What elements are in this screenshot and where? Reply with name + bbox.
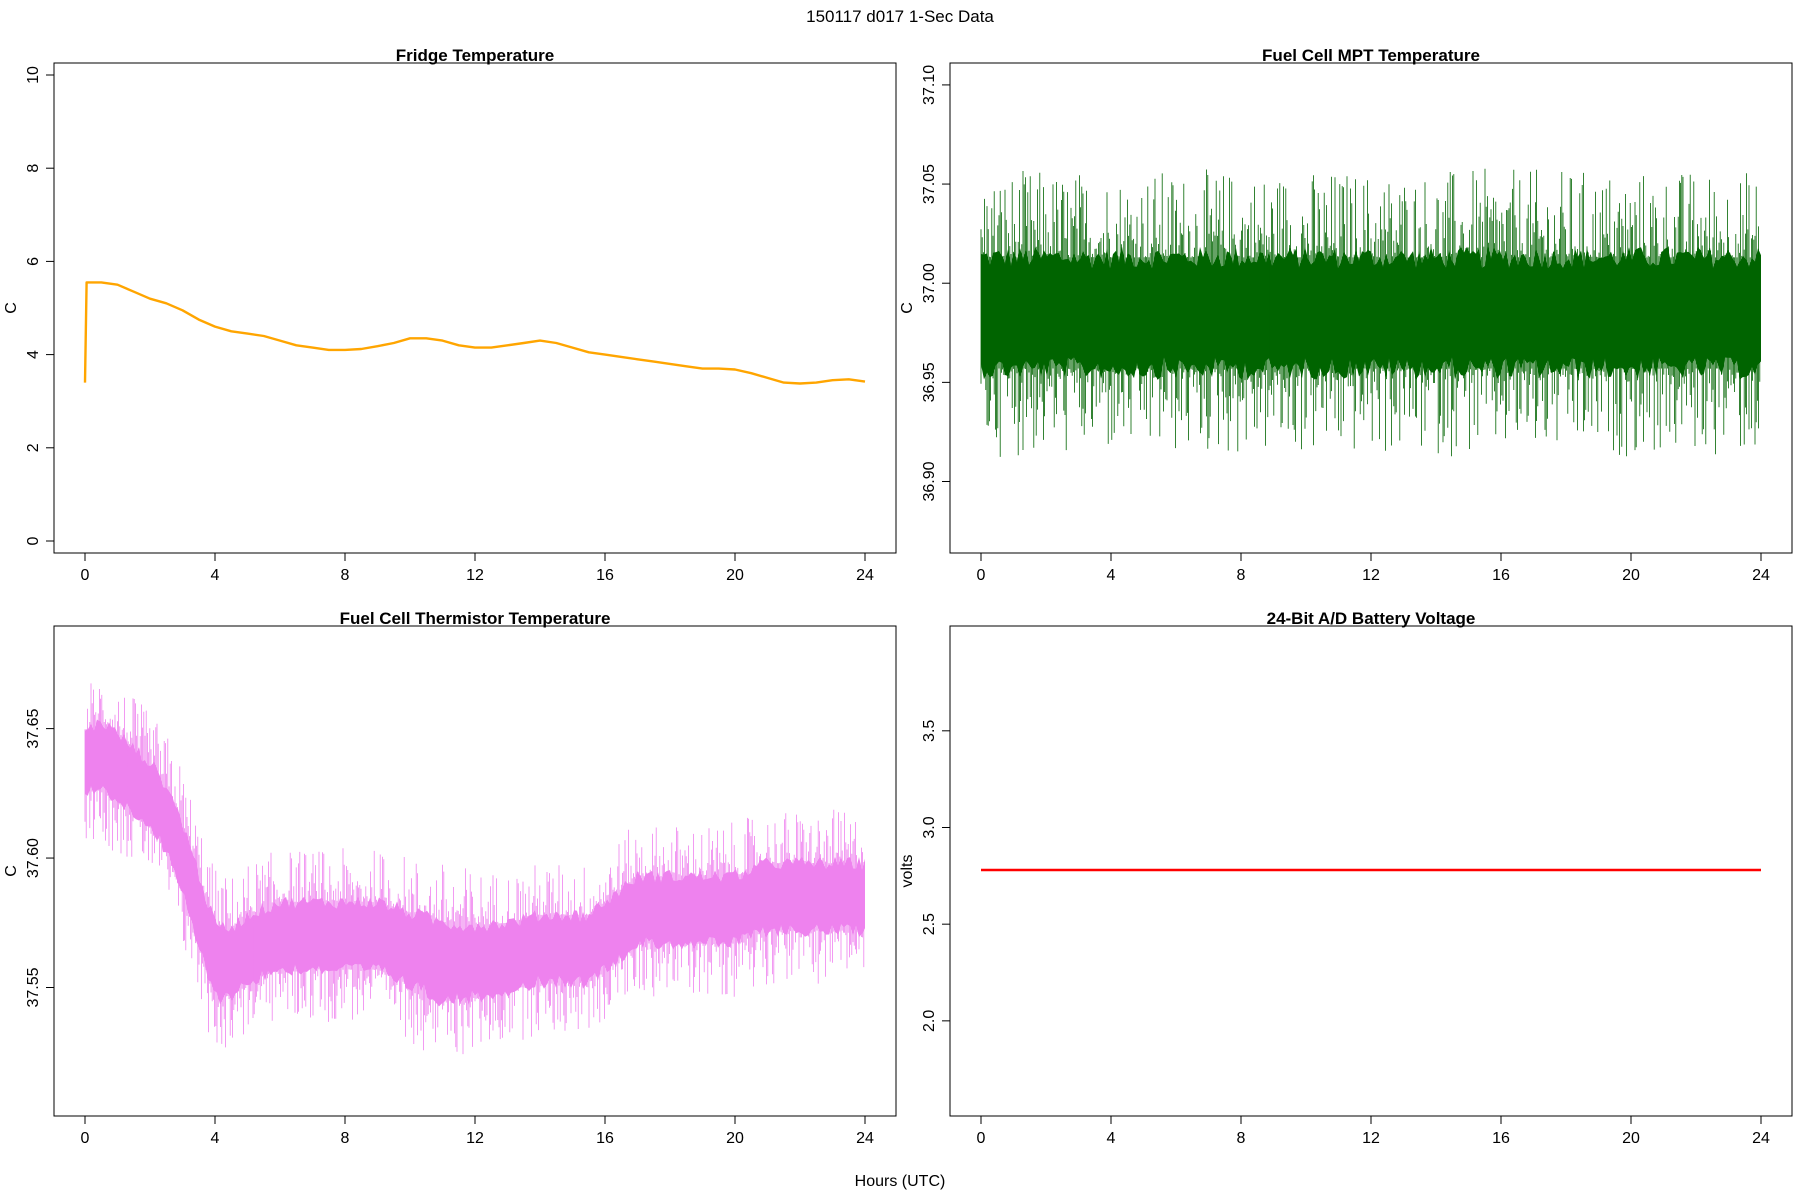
y-tick-label: 2.5 <box>921 913 938 935</box>
y-tick-label: 3.0 <box>921 816 938 838</box>
panel-3: Fuel Cell Thermistor Temperature C 0 4 8 12 16… <box>3 609 897 1147</box>
x-tick-label: 20 <box>726 567 744 584</box>
x-tick-label: 24 <box>856 567 874 584</box>
y-tick-label: 36.90 <box>921 461 938 501</box>
y-tick-label: 6 <box>25 257 42 266</box>
y-tick-label: 37.65 <box>25 708 42 748</box>
x-tick-label: 4 <box>1107 567 1116 584</box>
x-tick-label: 4 <box>211 1130 220 1147</box>
y-tick-label: 37.60 <box>25 838 42 878</box>
x-tick-label: 0 <box>977 567 986 584</box>
y-tick-label: 37.05 <box>921 164 938 204</box>
x-tick-label: 12 <box>466 567 484 584</box>
noise-spikes <box>84 683 865 1055</box>
y-axis-label: volts <box>899 855 916 888</box>
y-tick-label: 2.0 <box>921 1010 938 1032</box>
y-tick-label: 37.55 <box>25 967 42 1007</box>
panel-title: Fuel Cell Thermistor Temperature <box>340 609 611 628</box>
figure-x-axis-label: Hours (UTC) <box>855 1173 946 1190</box>
noise-band <box>84 683 865 1055</box>
x-tick-label: 24 <box>1752 1130 1770 1147</box>
x-tick-label: 20 <box>726 1130 744 1147</box>
y-axis-label: C <box>3 865 20 877</box>
x-tick-label: 16 <box>596 1130 614 1147</box>
panel-4: 24-Bit A/D Battery Voltage volts 0 4 8 12 16 20… <box>899 609 1793 1147</box>
x-tick-label: 16 <box>596 567 614 584</box>
x-tick-label: 24 <box>856 1130 874 1147</box>
noise-band <box>980 168 1761 457</box>
x-tick-label: 20 <box>1622 1130 1640 1147</box>
panel-title: 24-Bit A/D Battery Voltage <box>1267 609 1476 628</box>
x-tick-label: 8 <box>341 1130 350 1147</box>
noise-spikes <box>980 168 1761 457</box>
y-axis-label: C <box>3 302 20 314</box>
y-tick-label: 3.5 <box>921 720 938 742</box>
y-tick-label: 37.00 <box>921 263 938 303</box>
y-tick-label: 10 <box>25 66 42 84</box>
y-tick-label: 37.10 <box>921 65 938 105</box>
panel-title: Fuel Cell MPT Temperature <box>1262 46 1480 65</box>
x-tick-label: 12 <box>466 1130 484 1147</box>
x-tick-label: 16 <box>1492 567 1510 584</box>
x-tick-label: 0 <box>81 1130 90 1147</box>
x-tick-label: 16 <box>1492 1130 1510 1147</box>
x-tick-label: 0 <box>81 567 90 584</box>
series-line <box>83 281 866 385</box>
x-tick-label: 24 <box>1752 567 1770 584</box>
y-tick-label: 0 <box>25 536 42 545</box>
y-tick-label: 36.95 <box>921 362 938 402</box>
y-axis-label: C <box>899 302 916 314</box>
y-tick-label: 8 <box>25 164 42 173</box>
plot-frame <box>53 62 897 554</box>
x-tick-label: 0 <box>977 1130 986 1147</box>
panel-title: Fridge Temperature <box>396 46 554 65</box>
noise-core <box>85 719 865 1007</box>
x-tick-label: 8 <box>341 567 350 584</box>
figure-supertitle: 150117 d017 1-Sec Data <box>806 7 994 26</box>
x-tick-label: 8 <box>1237 567 1246 584</box>
x-tick-label: 8 <box>1237 1130 1246 1147</box>
x-tick-label: 4 <box>1107 1130 1116 1147</box>
x-tick-label: 20 <box>1622 567 1640 584</box>
y-tick-label: 4 <box>25 350 42 359</box>
y-tick-label: 2 <box>25 443 42 452</box>
x-tick-label: 12 <box>1362 567 1380 584</box>
panel-2: Fuel Cell MPT Temperature C 0 4 8 12 16 20 24 36.… <box>899 46 1793 584</box>
x-tick-label: 4 <box>211 567 220 584</box>
x-tick-label: 12 <box>1362 1130 1380 1147</box>
